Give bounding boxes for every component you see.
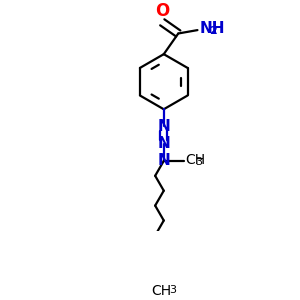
Text: N: N bbox=[158, 119, 170, 134]
Text: 3: 3 bbox=[195, 157, 203, 167]
Text: CH: CH bbox=[185, 153, 205, 167]
Text: N: N bbox=[158, 153, 170, 168]
Text: O: O bbox=[155, 2, 169, 20]
Text: N: N bbox=[158, 136, 170, 151]
Text: NH: NH bbox=[200, 22, 225, 37]
Text: 2: 2 bbox=[209, 26, 217, 36]
Text: CH: CH bbox=[152, 284, 172, 298]
Text: 3: 3 bbox=[169, 285, 176, 296]
